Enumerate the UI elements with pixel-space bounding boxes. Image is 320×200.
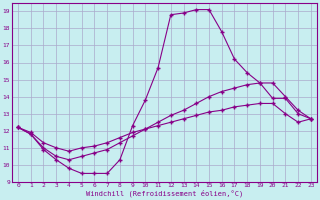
X-axis label: Windchill (Refroidissement éolien,°C): Windchill (Refroidissement éolien,°C) (86, 190, 243, 197)
